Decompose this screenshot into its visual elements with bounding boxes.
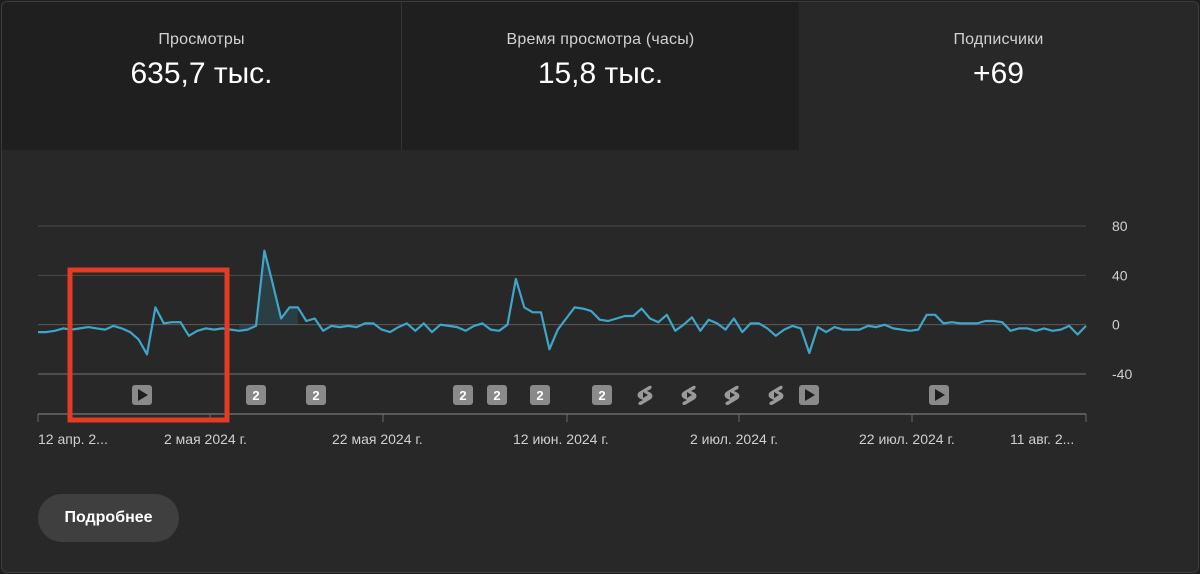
spike-area [239,250,298,331]
count-marker-label: 2 [459,388,466,403]
x-tick-label: 2 июл. 2024 г. [690,431,778,447]
count-marker [592,385,612,405]
metric-views-tab[interactable]: Просмотры 635,7 тыс. [2,2,402,150]
shorts-marker-icon [724,385,740,405]
line-chart: 80 40 0 -40 12 апр. 2... 2 мая 2024 г. 22 мая … [37,218,1132,447]
shorts-marker-icon [681,385,697,405]
x-tick-label: 2 мая 2024 г. [164,431,247,447]
series-line [38,249,1087,356]
x-tick-label: 11 авг. 2... [1010,431,1074,447]
count-marker [530,385,550,405]
shorts-marker-icon [768,385,784,405]
metric-subscribers-tab[interactable]: Подписчики +69 [799,2,1198,150]
metric-watch-time-tab[interactable]: Время просмотра (часы) 15,8 тыс. [402,2,799,150]
x-tick-label: 12 июн. 2024 г. [513,431,609,447]
more-details-button[interactable]: Подробнее [38,494,179,542]
highlight-box [67,267,230,423]
x-tick-label: 22 июл. 2024 г. [859,431,955,447]
count-marker [453,385,473,405]
play-icon [805,389,815,401]
metric-subscribers-value: +69 [973,57,1024,90]
play-icon [138,389,148,401]
metric-watch-time-value: 15,8 тыс. [537,57,664,90]
metrics-row: Просмотры 635,7 тыс. Время просмотра (ча… [2,2,1198,150]
shorts-marker-icon [637,385,653,405]
metric-views-label: Просмотры [158,31,245,48]
metric-subscribers-label: Подписчики [953,31,1044,48]
count-marker-label: 2 [536,388,543,403]
count-marker-label: 2 [252,388,259,403]
y-tick-label: 0 [1112,317,1120,333]
y-tick-label: -40 [1112,366,1132,382]
count-marker-label: 2 [598,388,605,403]
count-marker [246,385,266,405]
count-marker-label: 2 [493,388,500,403]
metric-watch-time-label: Время просмотра (часы) [506,31,695,48]
count-marker [487,385,507,405]
x-tick-label: 22 мая 2024 г. [332,431,423,447]
play-icon [935,389,945,401]
metric-views-value: 635,7 тыс. [130,57,273,90]
count-marker-label: 2 [312,388,319,403]
x-tick-label: 12 апр. 2... [38,431,108,447]
y-tick-label: 40 [1112,267,1128,283]
count-marker [306,385,326,405]
y-tick-label: 80 [1112,218,1128,234]
